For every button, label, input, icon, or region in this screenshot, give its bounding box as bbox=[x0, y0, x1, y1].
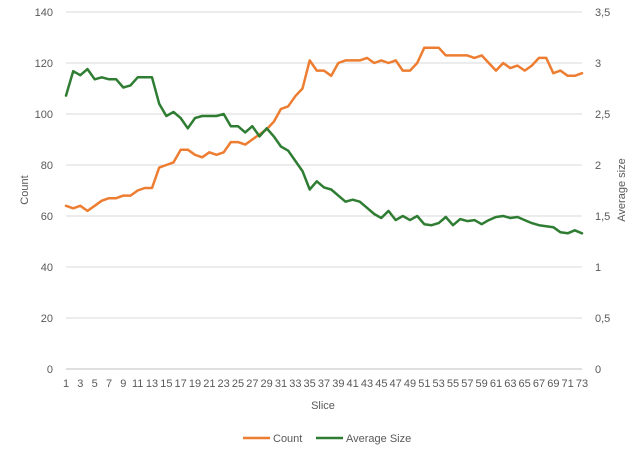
x-tick-label: 69 bbox=[547, 378, 559, 390]
x-tick-label: 61 bbox=[490, 378, 502, 390]
left-axis-title: Count bbox=[19, 175, 31, 204]
x-tick-label: 39 bbox=[332, 378, 344, 390]
right-axis-ticks: 0 0,5 1 1,5 2 2,5 3 3,5 bbox=[595, 7, 610, 376]
x-tick-label: 25 bbox=[232, 378, 244, 390]
legend-label-average-size: Average Size bbox=[346, 433, 411, 445]
x-tick-label: 55 bbox=[447, 378, 459, 390]
x-tick-label: 67 bbox=[533, 378, 545, 390]
left-axis-ticks: 0 20 40 60 80 100 120 140 bbox=[35, 7, 53, 376]
y-left-tick-label: 120 bbox=[35, 58, 53, 70]
x-axis-ticks: 1 3 5 7 9 11 13 15 17 19 21 23 25 27 29 31 33 35 37 39 41 43 4… bbox=[63, 378, 588, 390]
x-tick-label: 53 bbox=[433, 378, 445, 390]
x-tick-label: 73 bbox=[576, 378, 588, 390]
y-right-tick-label: 1 bbox=[595, 262, 601, 274]
y-right-tick-label: 2,5 bbox=[595, 109, 610, 121]
x-tick-label: 29 bbox=[261, 378, 273, 390]
x-tick-label: 59 bbox=[476, 378, 488, 390]
right-axis-title: Average size bbox=[616, 158, 628, 221]
x-tick-label: 45 bbox=[375, 378, 387, 390]
y-left-tick-label: 100 bbox=[35, 109, 53, 121]
x-tick-label: 31 bbox=[275, 378, 287, 390]
x-tick-label: 7 bbox=[106, 378, 112, 390]
x-tick-label: 21 bbox=[203, 378, 215, 390]
x-tick-label: 1 bbox=[63, 378, 69, 390]
gridlines bbox=[66, 11, 582, 370]
x-tick-label: 27 bbox=[246, 378, 258, 390]
x-tick-label: 57 bbox=[461, 378, 473, 390]
y-right-tick-label: 1,5 bbox=[595, 211, 610, 223]
x-tick-label: 71 bbox=[562, 378, 574, 390]
x-tick-label: 23 bbox=[218, 378, 230, 390]
y-left-tick-label: 60 bbox=[41, 211, 53, 223]
y-right-tick-label: 0 bbox=[595, 364, 601, 376]
x-tick-label: 43 bbox=[361, 378, 373, 390]
x-tick-label: 17 bbox=[175, 378, 187, 390]
x-tick-label: 3 bbox=[77, 378, 83, 390]
series-line-average-size bbox=[64, 67, 584, 235]
y-right-tick-label: 2 bbox=[595, 160, 601, 172]
legend: Count Average Size bbox=[243, 433, 411, 445]
x-tick-label: 15 bbox=[160, 378, 172, 390]
x-tick-label: 9 bbox=[120, 378, 126, 390]
x-tick-label: 65 bbox=[519, 378, 531, 390]
y-left-tick-label: 20 bbox=[41, 313, 53, 325]
series-lines bbox=[64, 46, 584, 235]
legend-label-count: Count bbox=[273, 433, 302, 445]
y-left-tick-label: 140 bbox=[35, 7, 53, 19]
x-tick-label: 13 bbox=[146, 378, 158, 390]
y-left-tick-label: 80 bbox=[41, 160, 53, 172]
x-tick-label: 33 bbox=[289, 378, 301, 390]
x-axis-title: Slice bbox=[311, 400, 335, 412]
x-tick-label: 49 bbox=[404, 378, 416, 390]
x-tick-label: 19 bbox=[189, 378, 201, 390]
x-tick-label: 37 bbox=[318, 378, 330, 390]
series-line-count bbox=[64, 46, 584, 213]
x-tick-label: 11 bbox=[132, 378, 143, 390]
x-tick-label: 35 bbox=[304, 378, 316, 390]
y-left-tick-label: 40 bbox=[41, 262, 53, 274]
x-tick-label: 5 bbox=[92, 378, 98, 390]
y-left-tick-label: 0 bbox=[47, 364, 53, 376]
y-right-tick-label: 3,5 bbox=[595, 7, 610, 19]
y-right-tick-label: 3 bbox=[595, 58, 601, 70]
x-tick-label: 51 bbox=[418, 378, 430, 390]
x-tick-label: 63 bbox=[504, 378, 516, 390]
y-right-tick-label: 0,5 bbox=[595, 313, 610, 325]
x-tick-label: 47 bbox=[390, 378, 402, 390]
x-tick-label: 41 bbox=[347, 378, 359, 390]
